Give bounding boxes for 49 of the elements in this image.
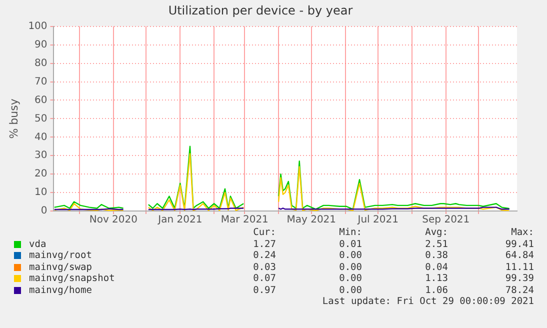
text: Min: — [338, 227, 362, 238]
text: 64.84 — [504, 250, 534, 262]
text: 1.06 — [424, 284, 448, 296]
y-tick-label: 30 — [34, 150, 48, 162]
y-tick-label: 60 — [34, 94, 48, 106]
legend-label: mainvg/root — [29, 250, 92, 262]
text: 11.11 — [504, 262, 534, 273]
legend-label: mainvg/snapshot — [29, 273, 115, 284]
text: 0.01 — [338, 238, 362, 250]
y-axis-title: % busy — [7, 98, 20, 139]
text: 0.00 — [338, 284, 362, 296]
x-tick-label: Mar 2021 — [220, 214, 268, 226]
text: 1.13 — [424, 273, 448, 284]
text: 0.03 — [252, 262, 276, 273]
legend-label: mainvg/swap — [29, 262, 92, 273]
x-tick-label: Jul 2021 — [356, 214, 398, 226]
y-tick-label: 80 — [34, 58, 48, 69]
x-tick-label: Jan 2021 — [157, 214, 202, 226]
y-tick-label: 10 — [34, 187, 48, 198]
text: 0.97 — [252, 284, 276, 296]
y-tick-label: 0 — [40, 206, 48, 217]
text: 0.00 — [338, 262, 362, 273]
y-tick-label: 20 — [34, 168, 48, 180]
legend-label: mainvg/home — [29, 284, 92, 296]
y-tick-label: 90 — [34, 39, 48, 50]
y-tick-label: 100 — [28, 20, 48, 32]
text: 0.07 — [252, 273, 276, 284]
text: 99.41 — [504, 238, 534, 250]
text: Max: — [510, 227, 534, 238]
x-tick-label: Sep 2021 — [422, 214, 470, 226]
x-tick-label: Nov 2020 — [89, 214, 138, 226]
text: 0.04 — [424, 262, 448, 273]
text: 1.27 — [252, 238, 276, 250]
y-tick-label: 40 — [34, 132, 48, 143]
text: 0.38 — [424, 250, 448, 262]
legend-label: vda — [29, 238, 46, 250]
text: 0.24 — [252, 250, 276, 262]
x-tick-label: May 2021 — [286, 214, 336, 226]
text: Last update: Fri Oct 29 00:00:09 2021 — [321, 296, 534, 308]
text: 2.51 — [424, 238, 448, 250]
text: Cur: — [252, 227, 276, 238]
text: Avg: — [424, 227, 448, 238]
text: 99.39 — [504, 273, 534, 284]
text: 0.00 — [338, 250, 362, 262]
chart-title: Utilization per device - by year — [168, 3, 353, 18]
y-tick-label: 70 — [34, 76, 48, 88]
text: 78.24 — [504, 284, 534, 296]
text: 0.00 — [338, 273, 362, 284]
y-tick-label: 50 — [34, 113, 48, 124]
